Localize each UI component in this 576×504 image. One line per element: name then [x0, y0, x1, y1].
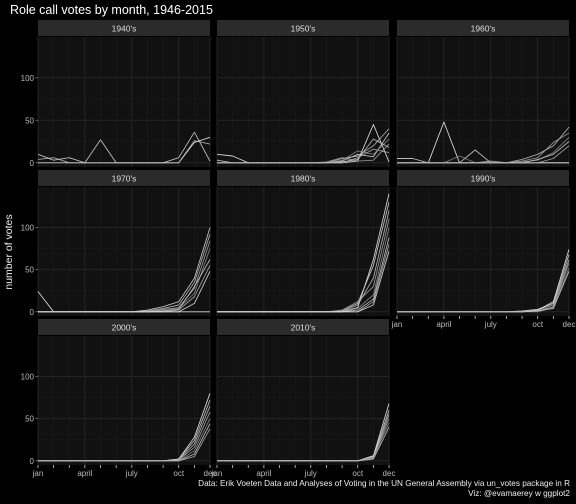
chart-title: Role call votes by month, 1946-2015: [10, 3, 213, 17]
panel-background: [217, 336, 389, 465]
panel-background: [38, 187, 210, 316]
y-tick-label: 0: [30, 159, 35, 168]
y-axis-title: number of votes: [3, 214, 15, 289]
x-tick-label: july: [304, 469, 317, 478]
facet-panel: 1990's jan april july oct dec: [391, 170, 576, 329]
x-tick-label: jan: [32, 469, 44, 478]
panel-background: [397, 37, 569, 167]
facet-label: 1970's: [112, 174, 137, 184]
panel-background: [397, 187, 569, 316]
panel-background: [38, 336, 210, 465]
series-line: [217, 426, 390, 462]
facet-panel: 1970's 0 50 100: [21, 170, 211, 317]
y-tick-label: 50: [25, 266, 34, 275]
x-tick-label: dec: [383, 469, 396, 478]
facet-panels: 1940's 0 50 100 1950's 1960's 1970's 0 50 100 1980…: [21, 20, 576, 478]
x-tick-label: dec: [563, 320, 576, 329]
facet-strip: [217, 170, 389, 186]
panel-background: [217, 187, 389, 316]
facet-panel: 1960's: [396, 20, 570, 167]
x-tick-label: april: [256, 469, 271, 478]
y-tick-label: 100: [21, 372, 35, 381]
facet-panel: 1980's: [216, 170, 390, 316]
facet-label: 1960's: [471, 24, 496, 34]
y-tick-label: 50: [25, 415, 34, 424]
facet-strip: [217, 319, 389, 335]
facet-panel: 1950's: [216, 20, 390, 167]
y-tick-label: 100: [21, 223, 35, 232]
x-tick-label: oct: [532, 320, 543, 329]
facet-strip: [397, 20, 569, 36]
series-line: [397, 149, 569, 164]
series-line: [397, 271, 570, 313]
facet-strip: [397, 170, 569, 186]
y-tick-label: 100: [21, 74, 35, 83]
x-tick-label: oct: [173, 469, 184, 478]
facet-label: 1990's: [471, 174, 496, 184]
facet-label: 2010's: [291, 323, 316, 333]
facet-panel: 2000's 0 50 100 jan april july oct dec: [21, 319, 217, 478]
series-line: [217, 148, 390, 164]
facet-strip: [38, 20, 210, 36]
x-tick-label: dec: [204, 469, 217, 478]
y-tick-label: 0: [30, 308, 35, 317]
x-tick-label: jan: [211, 469, 223, 478]
facet-panel: 2010's jan april july oct dec: [211, 319, 396, 478]
y-tick-label: 50: [25, 116, 34, 125]
x-tick-label: april: [436, 320, 451, 329]
facet-label: 1950's: [291, 24, 316, 34]
facet-label: 1980's: [291, 174, 316, 184]
caption-source: Data: Erik Voeten Data and Analyses of V…: [198, 479, 570, 488]
panel-background: [217, 37, 389, 167]
x-tick-label: oct: [352, 469, 363, 478]
x-tick-label: jan: [391, 320, 403, 329]
x-tick-label: july: [484, 320, 497, 329]
series-line: [38, 428, 211, 462]
series-line: [38, 271, 211, 313]
facet-label: 2000's: [112, 323, 137, 333]
facet-strip: [217, 20, 389, 36]
series-line: [37, 140, 211, 164]
x-tick-label: july: [125, 469, 138, 478]
panel-background: [38, 37, 210, 167]
facet-label: 1940's: [112, 24, 137, 34]
facet-strip: [38, 319, 210, 335]
facet-strip: [38, 170, 210, 186]
y-tick-label: 0: [30, 457, 35, 466]
x-tick-label: april: [77, 469, 92, 478]
series-line: [397, 145, 570, 164]
caption-credit: Viz: @evamaerey w ggplot2: [468, 489, 570, 498]
series-line: [217, 250, 390, 313]
facet-panel: 1940's 0 50 100: [21, 20, 211, 168]
